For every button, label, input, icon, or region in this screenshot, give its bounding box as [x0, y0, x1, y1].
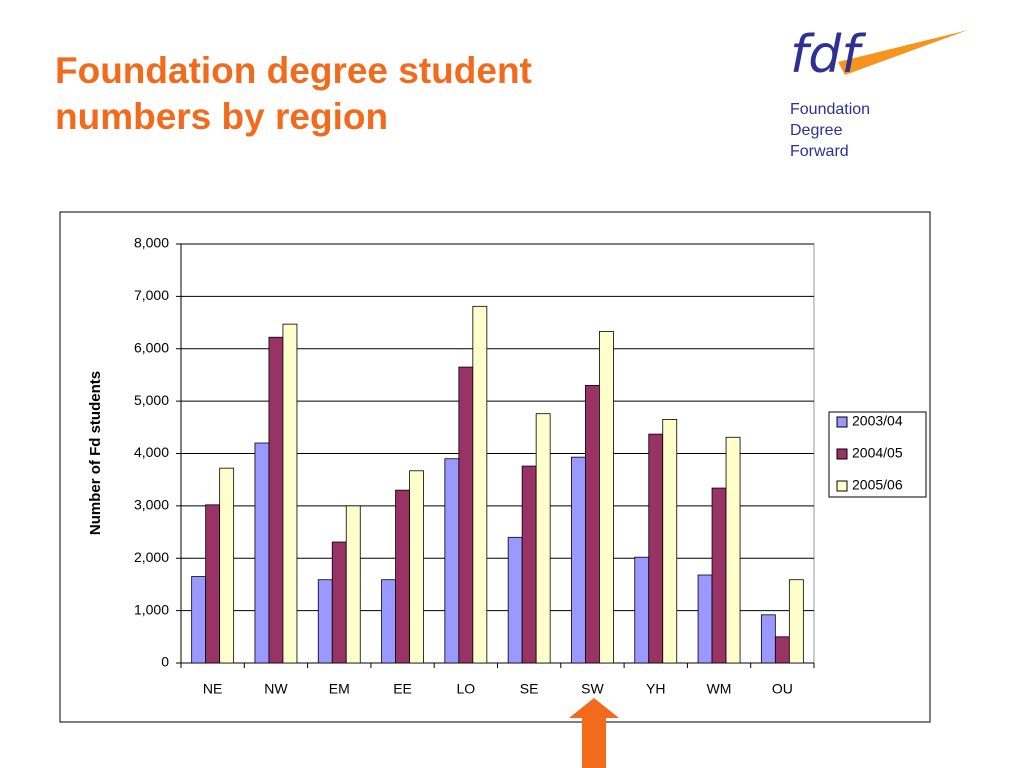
arrow — [569, 698, 619, 768]
bar — [585, 385, 600, 664]
bar — [648, 433, 664, 664]
x-tick-label: WM — [707, 681, 732, 697]
y-tick-label: 8,000 — [134, 235, 169, 251]
x-tick-label: LO — [457, 681, 476, 697]
legend-swatch — [836, 448, 848, 460]
bar — [535, 413, 551, 664]
x-tick-label: SW — [581, 681, 604, 697]
bar — [788, 579, 804, 664]
x-tick-label: YH — [646, 681, 665, 697]
bar — [219, 467, 235, 664]
x-tick-label: OU — [772, 681, 793, 697]
bar — [760, 614, 776, 664]
bar — [472, 305, 488, 664]
logo-line: Forward — [790, 143, 849, 160]
y-tick-label: 7,000 — [134, 287, 169, 303]
bar — [697, 574, 713, 664]
legend-label: 2005/06 — [852, 477, 903, 493]
y-tick-label: 6,000 — [134, 339, 169, 355]
y-tick-label: 4,000 — [134, 444, 169, 460]
bar — [345, 505, 361, 664]
slide-title: Foundation degree student numbers by reg… — [55, 50, 532, 137]
x-tick-label: NW — [264, 681, 288, 697]
bar — [444, 458, 460, 664]
bar — [268, 336, 284, 664]
bar — [395, 489, 410, 664]
legend-swatch — [836, 480, 848, 492]
logo-line: Foundation — [790, 101, 870, 118]
bar — [507, 536, 523, 664]
x-tick-label: NE — [203, 681, 222, 697]
y-tick-label: 5,000 — [134, 392, 169, 408]
logo-swoosh — [838, 30, 968, 75]
bar — [191, 576, 207, 664]
bar — [599, 331, 614, 664]
bar — [317, 579, 333, 664]
bar — [331, 541, 347, 664]
x-tick-label: EE — [393, 681, 412, 697]
logo-mark: fdf — [790, 25, 866, 85]
bar — [634, 556, 650, 664]
bar — [458, 366, 474, 664]
bar — [725, 436, 741, 664]
bar — [381, 579, 396, 664]
y-tick-label: 0 — [161, 654, 169, 670]
y-tick-label: 2,000 — [134, 549, 169, 565]
bar — [254, 442, 270, 664]
x-tick-label: SE — [520, 681, 539, 697]
bar — [774, 636, 790, 664]
bar — [521, 465, 537, 664]
y-axis-label: Number of Fd students — [87, 371, 104, 535]
y-tick-label: 3,000 — [134, 497, 169, 513]
legend-label: 2003/04 — [852, 413, 903, 429]
x-tick-label: EM — [329, 681, 350, 697]
bar — [282, 323, 298, 664]
bar — [571, 456, 586, 664]
logo: fdf Foundation Degree Forward — [790, 25, 968, 160]
bar — [711, 487, 727, 664]
y-tick-label: 1,000 — [134, 601, 169, 617]
logo-line: Degree — [790, 122, 843, 139]
legend-label: 2004/05 — [852, 445, 903, 461]
legend-swatch — [836, 416, 848, 428]
bar — [205, 504, 221, 664]
bar — [409, 470, 424, 664]
bar — [662, 419, 678, 664]
